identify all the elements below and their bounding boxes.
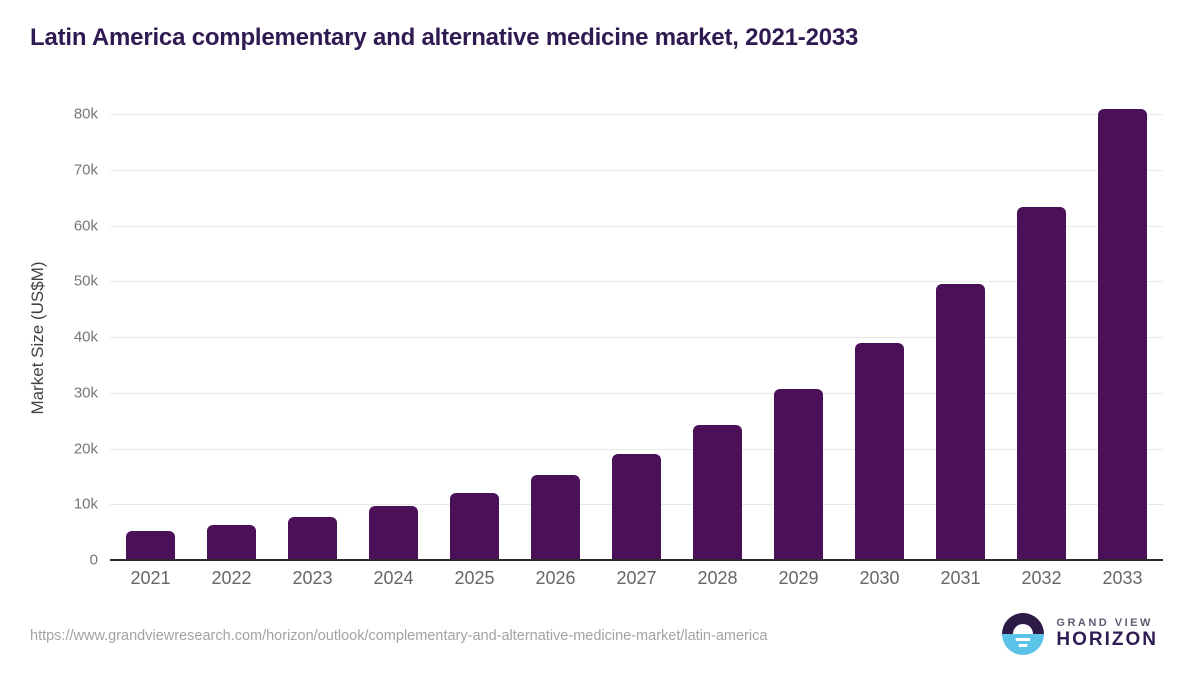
x-tick-label: 2026 <box>535 568 576 588</box>
bar-slot-2021 <box>110 114 191 560</box>
bar-slot-2028 <box>677 114 758 560</box>
bar-slot-2029 <box>758 114 839 560</box>
source-url: https://www.grandviewresearch.com/horizo… <box>30 628 768 644</box>
bar-slot-2031 <box>920 114 1001 560</box>
bar-2025[interactable] <box>450 492 499 560</box>
gridline <box>110 337 1163 338</box>
x-tick-label: 2029 <box>778 568 819 588</box>
x-axis-line <box>110 559 1163 561</box>
bar-2027[interactable] <box>612 454 661 560</box>
gridline <box>110 392 1163 394</box>
x-axis-tick-labels: 2021 2022 2023 2024 2025 2026 2027 2028 2029 2030… <box>110 568 1163 589</box>
y-tick-label: 70k <box>73 161 98 179</box>
bar-slot-2023 <box>272 114 353 560</box>
x-tick-label: 2031 <box>940 568 981 588</box>
gridline <box>110 169 1163 171</box>
y-tick-label: 50k <box>73 272 98 290</box>
y-tick-label: 30k <box>73 384 98 402</box>
bar-slot-2027 <box>596 114 677 560</box>
x-tick-label: 2032 <box>1021 568 1062 588</box>
chart-title: Latin America complementary and alternat… <box>30 24 859 51</box>
y-tick-label: 60k <box>73 217 98 234</box>
x-tick-label: 2024 <box>373 568 414 588</box>
bar-2022[interactable] <box>207 524 256 560</box>
logo-brand-bottom: HORIZON <box>1056 629 1158 651</box>
grand-view-horizon-logo: GRAND VIEW HORIZON <box>1002 613 1158 655</box>
bar-2029[interactable] <box>774 389 823 560</box>
gridline <box>110 281 1163 283</box>
gridline <box>110 114 1163 115</box>
y-axis-tick-labels: 80k 70k 60k 50k 40k 30k 20k 10k 0 <box>40 106 98 569</box>
bar-2024[interactable] <box>369 506 418 560</box>
logo-brand-top: GRAND VIEW <box>1056 616 1153 629</box>
y-tick-label: 80k <box>73 105 98 123</box>
logo-text: GRAND VIEW HORIZON <box>1056 617 1158 651</box>
bar-slot-2033 <box>1082 108 1163 560</box>
bar-series <box>110 108 1163 560</box>
bar-2032[interactable] <box>1017 207 1066 560</box>
bar-2023[interactable] <box>288 516 337 560</box>
x-tick-label: 2033 <box>1102 568 1143 588</box>
y-tick-label: 10k <box>73 495 98 513</box>
y-tick-label: 20k <box>73 440 98 457</box>
y-tick-label: 0 <box>89 551 98 569</box>
plot-area <box>110 108 1163 561</box>
bar-2026[interactable] <box>531 475 580 560</box>
bar-slot-2032 <box>1001 114 1082 560</box>
x-tick-label: 2028 <box>697 568 738 588</box>
x-tick-label: 2025 <box>454 568 495 588</box>
bar-slot-2030 <box>839 114 920 560</box>
bar-2031[interactable] <box>936 284 985 560</box>
bar-2030[interactable] <box>855 343 904 560</box>
gridline <box>110 448 1163 450</box>
bar-slot-2024 <box>353 114 434 560</box>
gridline <box>110 225 1163 227</box>
bar-2033[interactable] <box>1098 108 1147 560</box>
x-tick-label: 2021 <box>130 568 171 588</box>
x-tick-label: 2030 <box>859 568 900 588</box>
y-tick-label: 40k <box>73 328 98 346</box>
bar-2021[interactable] <box>126 531 175 560</box>
x-tick-label: 2023 <box>292 568 333 588</box>
x-tick-label: 2027 <box>616 568 657 588</box>
x-tick-label: 2022 <box>211 568 252 588</box>
bar-slot-2022 <box>191 114 272 560</box>
horizon-sun-icon <box>1002 613 1045 655</box>
bar-2028[interactable] <box>693 425 742 560</box>
bar-slot-2025 <box>434 114 515 560</box>
bar-slot-2026 <box>515 114 596 560</box>
